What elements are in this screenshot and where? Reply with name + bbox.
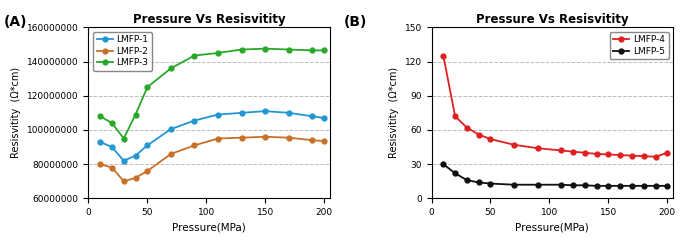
LMFP-5 (475, 181, 483, 184)
Text: (A): (A) (3, 15, 27, 29)
LMFP-4 (475, 133, 483, 136)
LMFP-4 (557, 149, 565, 152)
LMFP-5 (605, 184, 613, 187)
LMFP-3 (96, 115, 104, 118)
LMFP-4 (628, 154, 636, 157)
Line: LMFP-5: LMFP-5 (441, 162, 670, 188)
LMFP-1 (143, 144, 152, 147)
LMFP-2 (320, 140, 328, 143)
LMFP-4 (534, 147, 542, 150)
Line: LMFP-4: LMFP-4 (441, 53, 670, 159)
LMFP-2 (237, 136, 245, 139)
LMFP-4 (451, 115, 459, 118)
LMFP-1 (308, 115, 316, 118)
LMFP-3 (237, 48, 245, 51)
LMFP-3 (108, 122, 116, 124)
LMFP-2 (131, 176, 139, 179)
LMFP-5 (640, 184, 648, 187)
LMFP-2 (308, 139, 316, 142)
LMFP-5 (569, 184, 577, 187)
LMFP-3 (320, 49, 328, 52)
LMFP-4 (569, 150, 577, 153)
LMFP-1 (167, 128, 175, 131)
LMFP-3 (190, 54, 199, 57)
LMFP-5 (439, 163, 447, 166)
LMFP-5 (663, 184, 671, 187)
LMFP-4 (439, 54, 447, 57)
LMFP-5 (486, 182, 494, 185)
LMFP-4 (651, 155, 660, 158)
LMFP-3 (308, 49, 316, 52)
LMFP-2 (261, 135, 269, 138)
LMFP-5 (534, 183, 542, 186)
LMFP-4 (663, 151, 671, 154)
LMFP-1 (237, 111, 245, 114)
LMFP-2 (96, 163, 104, 166)
LMFP-1 (96, 140, 104, 143)
LMFP-3 (261, 47, 269, 50)
LMFP-2 (167, 153, 175, 155)
LMFP-5 (581, 184, 589, 187)
LMFP-4 (605, 153, 613, 156)
Line: LMFP-3: LMFP-3 (98, 46, 326, 141)
LMFP-4 (486, 138, 494, 141)
LMFP-2 (190, 144, 199, 147)
LMFP-2 (285, 136, 293, 139)
LMFP-1 (214, 113, 222, 116)
X-axis label: Pressure(MPa): Pressure(MPa) (515, 223, 590, 233)
X-axis label: Pressure(MPa): Pressure(MPa) (172, 223, 246, 233)
LMFP-4 (616, 154, 624, 156)
LMFP-4 (581, 151, 589, 154)
LMFP-4 (592, 153, 600, 155)
LMFP-3 (120, 137, 128, 140)
LMFP-3 (285, 48, 293, 51)
LMFP-5 (463, 179, 471, 182)
LMFP-3 (143, 86, 152, 89)
LMFP-4 (510, 143, 518, 146)
Title: Pressure Vs Resisvitity: Pressure Vs Resisvitity (476, 13, 629, 26)
LMFP-1 (190, 119, 199, 122)
LMFP-5 (628, 184, 636, 187)
Line: LMFP-1: LMFP-1 (98, 109, 326, 163)
LMFP-2 (143, 170, 152, 173)
LMFP-2 (120, 180, 128, 183)
LMFP-2 (108, 166, 116, 169)
Text: (B): (B) (343, 15, 367, 29)
LMFP-4 (640, 155, 648, 158)
LMFP-3 (214, 52, 222, 55)
LMFP-5 (616, 184, 624, 187)
LMFP-4 (463, 126, 471, 129)
Y-axis label: Resisvitity  (Ω*cm): Resisvitity (Ω*cm) (389, 67, 399, 158)
LMFP-1 (120, 159, 128, 162)
Title: Pressure Vs Resisvitity: Pressure Vs Resisvitity (133, 13, 286, 26)
LMFP-5 (592, 184, 600, 187)
Line: LMFP-2: LMFP-2 (98, 134, 326, 184)
LMFP-5 (557, 183, 565, 186)
Legend: LMFP-4, LMFP-5: LMFP-4, LMFP-5 (609, 32, 668, 59)
LMFP-1 (285, 111, 293, 114)
LMFP-1 (108, 146, 116, 149)
LMFP-3 (131, 113, 139, 116)
LMFP-5 (651, 184, 660, 187)
LMFP-3 (167, 67, 175, 70)
LMFP-1 (131, 154, 139, 157)
LMFP-1 (320, 117, 328, 120)
Y-axis label: Resisvitity  (Ω*cm): Resisvitity (Ω*cm) (12, 67, 21, 158)
LMFP-1 (261, 110, 269, 113)
LMFP-2 (214, 137, 222, 140)
LMFP-5 (451, 172, 459, 175)
Legend: LMFP-1, LMFP-2, LMFP-3: LMFP-1, LMFP-2, LMFP-3 (93, 32, 152, 70)
LMFP-5 (510, 183, 518, 186)
